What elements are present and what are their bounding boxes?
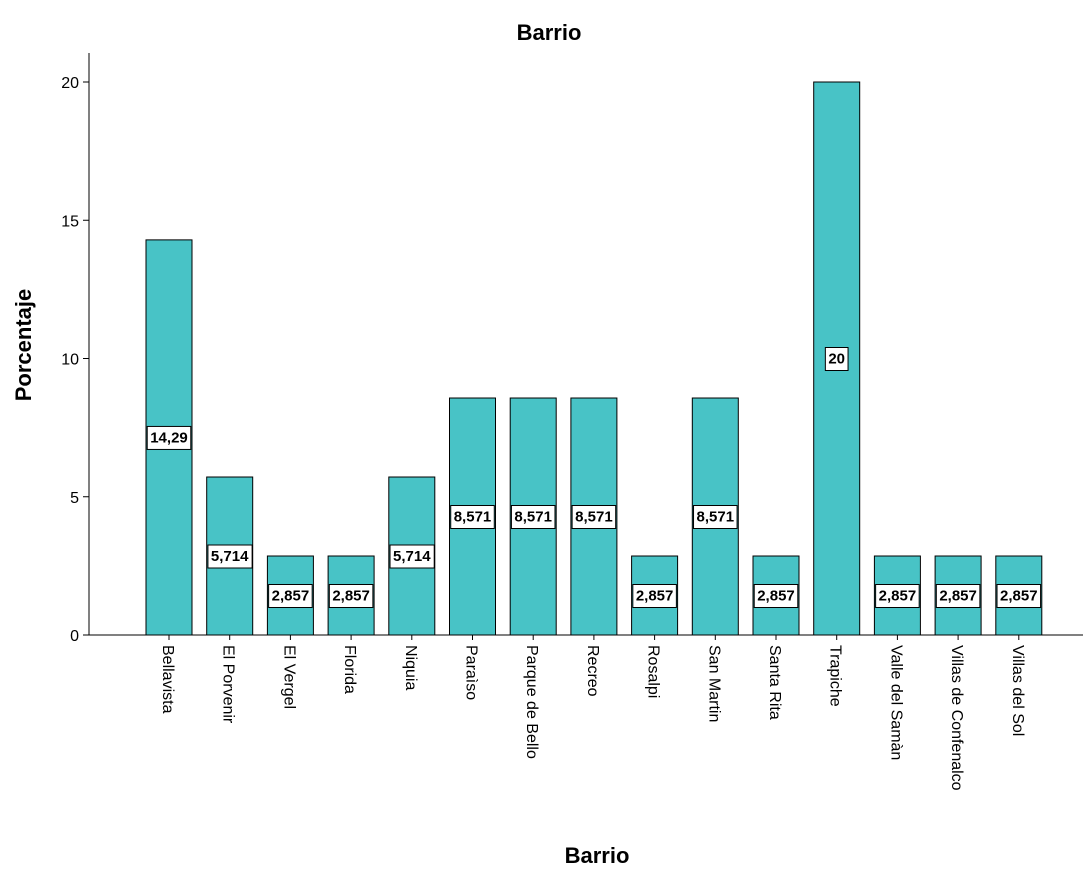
x-category-label: Recreo	[584, 645, 601, 697]
x-category-label: Parque de Bello	[523, 645, 540, 759]
data-label-group: 2,857	[996, 584, 1042, 609]
data-label-box	[875, 584, 920, 609]
bars-group	[145, 81, 1043, 636]
data-label: 5,714	[211, 548, 249, 565]
y-axis-title: Porcentaje	[11, 289, 36, 402]
data-label: 2,857	[939, 588, 977, 605]
data-label-group: 8,571	[450, 505, 495, 530]
data-label-box	[450, 505, 495, 530]
x-axis-title: Barrio	[565, 843, 630, 868]
data-label: 2,857	[636, 588, 674, 605]
data-label-box	[328, 584, 374, 609]
data-label-box	[753, 584, 799, 609]
data-label: 8,571	[697, 509, 735, 526]
data-label-box	[146, 425, 192, 450]
data-label: 2,857	[879, 588, 917, 605]
x-category-label: Villas del Sol	[1009, 645, 1026, 736]
data-label-box	[693, 505, 738, 530]
data-label-box	[824, 347, 849, 371]
data-label: 8,571	[514, 509, 552, 526]
x-category-label: El Porvenir	[220, 645, 237, 724]
data-label-box	[510, 505, 556, 530]
data-labels: 14,29 5,714 2,857 2,857 5,714 8,571 8,571 8,571…	[146, 347, 1042, 609]
data-label-group: 2,857	[753, 584, 799, 609]
chart-title: Barrio	[517, 20, 582, 45]
data-label: 2,857	[757, 588, 795, 605]
x-category-label: Valle del Samàn	[887, 645, 904, 760]
data-label-group: 8,571	[571, 505, 617, 530]
data-label-group: 2,857	[632, 584, 677, 609]
x-category-label: El Vergel	[280, 645, 297, 709]
data-label: 14,29	[150, 429, 188, 446]
y-tick-label: 20	[61, 75, 79, 92]
x-category-label: Florida	[341, 645, 358, 694]
x-category-label: Villas de Confenalco	[948, 645, 965, 791]
y-tick-label: 15	[61, 213, 79, 230]
x-category-label: Niquia	[402, 645, 419, 690]
data-label: 5,714	[393, 548, 431, 565]
data-label-box	[207, 544, 253, 569]
data-label: 8,571	[454, 509, 492, 526]
data-label-group: 5,714	[389, 544, 435, 569]
x-category-label: San Martin	[705, 645, 722, 722]
x-category-label: Santa Rita	[766, 645, 783, 720]
data-label-group: 8,571	[693, 505, 738, 530]
data-label-group: 2,857	[935, 584, 981, 609]
data-label-group: 20	[824, 347, 849, 371]
y-tick-label: 5	[70, 490, 79, 507]
y-tick-label: 0	[70, 628, 79, 645]
x-category-label: Bellavista	[159, 645, 176, 714]
data-label-box	[632, 584, 677, 609]
y-tick-label: 10	[61, 352, 79, 369]
data-label: 2,857	[332, 588, 370, 605]
data-label-box	[935, 584, 981, 609]
data-label-group: 2,857	[875, 584, 920, 609]
category-labels: Bellavista El Porvenir El Vergel Florida Niq…	[159, 635, 1026, 791]
data-label-box	[268, 584, 313, 609]
data-label: 2,857	[272, 588, 310, 605]
data-label-box	[571, 505, 617, 530]
x-category-label: Trapiche	[827, 645, 844, 707]
data-label-group: 2,857	[328, 584, 374, 609]
data-label-group: 2,857	[268, 584, 313, 609]
x-category-label: Paraìso	[463, 645, 480, 700]
x-category-label: Rosalpi	[645, 645, 662, 698]
y-axis-ticks: 0 5 10 15 20	[61, 75, 89, 645]
data-label: 8,571	[575, 509, 613, 526]
data-label-group: 5,714	[207, 544, 253, 569]
data-label-box	[389, 544, 435, 569]
data-label: 20	[828, 351, 845, 368]
data-label-group: 8,571	[510, 505, 556, 530]
data-label: 2,857	[1000, 588, 1038, 605]
data-label-group: 14,29	[146, 425, 192, 450]
data-label-box	[996, 584, 1042, 609]
